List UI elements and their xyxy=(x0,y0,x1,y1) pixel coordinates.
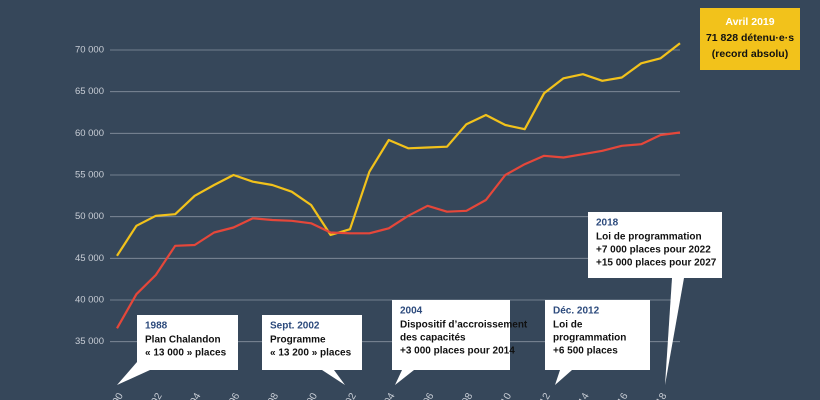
y-tick-label: 35 000 xyxy=(75,336,104,347)
y-tick-label: 60 000 xyxy=(75,128,104,139)
annotation-text: +6 500 places xyxy=(553,346,618,357)
series-line xyxy=(116,131,681,329)
y-tick-label: 55 000 xyxy=(75,170,104,181)
annotation-text: Dispositif d’accroissement xyxy=(400,320,528,331)
annotation-text: Programme xyxy=(270,335,326,346)
callout-text: Avril 2019 xyxy=(725,16,774,28)
annotation-text: des capacités xyxy=(400,333,466,344)
callout-text: (record absolu) xyxy=(712,48,788,60)
annotation-text: « 13 200 » places xyxy=(270,348,352,359)
x-tick-label: 1996 xyxy=(222,391,243,400)
x-tick-label: 1990 xyxy=(105,391,126,400)
annotation-text: +3 000 places pour 2014 xyxy=(400,346,515,357)
annotation-title: Déc. 2012 xyxy=(553,306,600,317)
annotation-title: 1988 xyxy=(145,321,168,332)
y-tick-label: 65 000 xyxy=(75,86,104,97)
x-tick-label: 1998 xyxy=(261,391,282,400)
x-tick-label: 2010 xyxy=(494,391,515,400)
annotation-text: programmation xyxy=(553,333,626,344)
callout-box xyxy=(700,8,800,70)
x-tick-label: 2018 xyxy=(649,391,670,400)
annotation-text: Loi de programmation xyxy=(596,232,702,243)
x-tick-label: 1994 xyxy=(183,391,204,400)
annotation-text: +7 000 places pour 2022 xyxy=(596,245,711,256)
x-tick-label: 2002 xyxy=(338,391,359,400)
annotation-pointer xyxy=(665,278,684,385)
annotation-text: « 13 000 » places xyxy=(145,348,227,359)
x-tick-label: 2006 xyxy=(416,391,437,400)
annotation-box xyxy=(545,300,650,370)
annotation-box xyxy=(262,315,362,370)
annotation-box xyxy=(392,300,510,370)
annotation-title: Sept. 2002 xyxy=(270,321,320,332)
annotation-box xyxy=(588,212,722,278)
x-tick-label: 2008 xyxy=(455,391,476,400)
x-tick-label: 2014 xyxy=(571,391,592,400)
y-tick-label: 45 000 xyxy=(75,253,104,264)
y-tick-label: 40 000 xyxy=(75,295,104,306)
annotation-text: Plan Chalandon xyxy=(145,335,221,346)
callout-text: 71 828 détenu·e·s xyxy=(706,32,794,44)
y-tick-label: 50 000 xyxy=(75,211,104,222)
x-tick-label: 2000 xyxy=(299,391,320,400)
annotation-pointer xyxy=(322,370,345,385)
x-tick-label: 2004 xyxy=(377,391,398,400)
annotation-title: 2018 xyxy=(596,218,619,229)
annotation-box xyxy=(137,315,238,370)
annotation-pointer xyxy=(555,370,572,385)
annotation-text: Loi de xyxy=(553,320,583,331)
x-tick-label: 2016 xyxy=(610,391,631,400)
x-tick-label: 2012 xyxy=(532,391,553,400)
annotation-title: 2004 xyxy=(400,306,423,317)
series-line xyxy=(116,42,681,257)
y-tick-label: 70 000 xyxy=(75,45,104,56)
annotation-pointer xyxy=(395,370,414,385)
x-tick-label: 1992 xyxy=(144,391,165,400)
annotation-text: +15 000 places pour 2027 xyxy=(596,258,717,269)
